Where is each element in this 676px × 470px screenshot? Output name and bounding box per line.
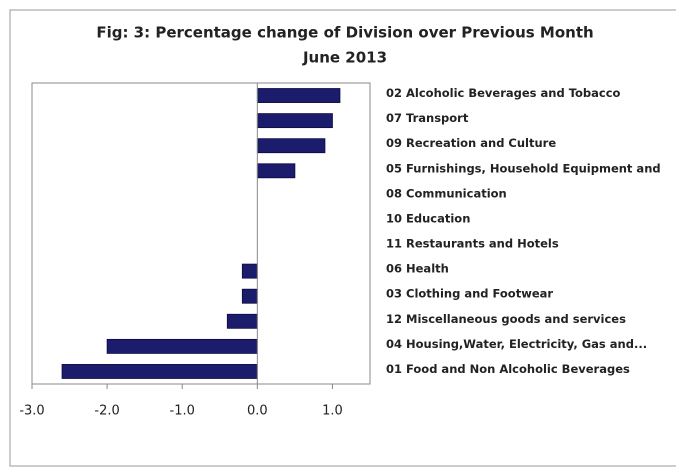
bar (256, 138, 326, 154)
y-tick-label: 12 Miscellaneous goods and services (386, 312, 626, 326)
chart-subtitle: June 2013 (302, 49, 387, 67)
x-tick-label: 0.0 (247, 404, 268, 419)
plot-area (31, 82, 371, 385)
y-tick-label: 01 Food and Non Alcoholic Beverages (386, 362, 630, 376)
y-tick-label: 02 Alcoholic Beverages and Tobacco (386, 86, 621, 100)
y-tick-label: 05 Furnishings, Household Equipment and (386, 161, 661, 175)
y-tick-label: 06 Health (386, 262, 449, 276)
y-tick-label: 10 Education (386, 211, 470, 225)
y-tick-label: 08 Communication (386, 186, 507, 200)
x-tick-label: -3.0 (19, 404, 44, 419)
y-tick-label: 04 Housing,Water, Electricity, Gas and..… (386, 337, 647, 351)
bar (226, 313, 258, 329)
y-tick-label: 03 Clothing and Footwear (386, 287, 553, 301)
x-tick-label: -2.0 (94, 404, 119, 419)
bar (106, 338, 258, 354)
y-tick-label: 07 Transport (386, 111, 469, 125)
bar (241, 288, 258, 304)
bar (256, 113, 333, 129)
y-tick-label: 09 Recreation and Culture (386, 136, 556, 150)
bar (256, 163, 296, 179)
x-tick-label: -1.0 (170, 404, 195, 419)
y-tick-label: 11 Restaurants and Hotels (386, 237, 559, 251)
bar (241, 263, 258, 279)
x-tick-label: 1.0 (322, 404, 343, 419)
bar (61, 364, 258, 379)
frame (9, 9, 676, 467)
bar (256, 88, 341, 103)
chart-title: Fig: 3: Percentage change of Division ov… (96, 24, 593, 42)
